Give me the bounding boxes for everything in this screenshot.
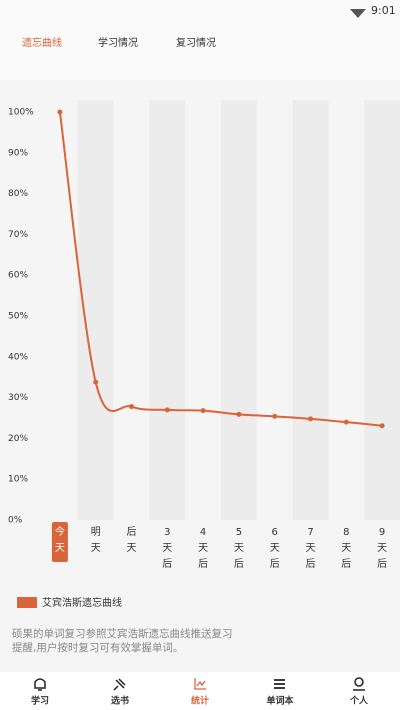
nav-icon bbox=[353, 677, 365, 691]
legend-swatch bbox=[17, 597, 37, 608]
point bbox=[164, 407, 170, 413]
nav-label[interactable]: 个人 bbox=[349, 695, 369, 707]
column-stripe bbox=[149, 100, 186, 520]
point bbox=[57, 109, 63, 115]
nav-label[interactable]: 单词本 bbox=[266, 695, 294, 707]
status-time: 9:01 bbox=[371, 4, 396, 17]
y-tick-label: 70% bbox=[8, 230, 28, 240]
y-tick-label: 40% bbox=[8, 352, 28, 362]
column-stripe bbox=[364, 100, 400, 520]
legend-label: 艾宾浩斯遗忘曲线 bbox=[42, 596, 122, 609]
y-tick-label: 100% bbox=[8, 108, 34, 118]
y-tick-label: 30% bbox=[8, 393, 28, 403]
nav-icon bbox=[113, 678, 126, 691]
nav-bg bbox=[0, 672, 400, 710]
y-tick-label: 60% bbox=[8, 271, 28, 281]
nav-icon bbox=[194, 678, 206, 690]
x-tick-label: 3 天后 bbox=[162, 527, 172, 570]
nav-icon bbox=[34, 678, 46, 691]
x-tick-label: 4 天后 bbox=[198, 527, 208, 570]
description-box: 硕果的单词复习参照艾宾浩斯遗忘曲线推送复习提醒,用户按时复习可有效掌握单词。 bbox=[12, 628, 233, 654]
x-tick-label: 后天 bbox=[127, 526, 137, 554]
point bbox=[308, 416, 313, 422]
point bbox=[129, 404, 134, 410]
x-tick-label: 明天 bbox=[91, 526, 101, 554]
y-tick-label: 20% bbox=[8, 434, 28, 444]
x-tick-label: 6 天后 bbox=[270, 527, 280, 570]
tab[interactable]: 复习情况 bbox=[176, 36, 216, 49]
x-tick-label: 5 天后 bbox=[234, 527, 244, 570]
point bbox=[343, 419, 349, 425]
tab[interactable]: 遗忘曲线 bbox=[22, 36, 62, 49]
point bbox=[93, 379, 99, 385]
x-tick-label: 9 天后 bbox=[377, 527, 387, 570]
today-highlight bbox=[51, 522, 68, 562]
point bbox=[200, 408, 206, 414]
nav-label[interactable]: 学习 bbox=[31, 695, 49, 707]
header-bg bbox=[0, 0, 400, 80]
x-tick-label: 今天 bbox=[55, 525, 65, 554]
y-tick-label: 80% bbox=[8, 189, 28, 199]
description: 硕果的单词复习参照艾宾浩斯遗忘曲线推送复习提醒,用户按时复习可有效掌握单词。 bbox=[12, 628, 233, 654]
point bbox=[272, 413, 278, 419]
nav-label[interactable]: 选书 bbox=[111, 695, 129, 707]
nav-icon bbox=[274, 679, 285, 689]
x-tick-label: 7 天后 bbox=[306, 527, 316, 570]
column-stripe bbox=[292, 100, 329, 520]
point bbox=[236, 411, 242, 417]
y-tick-label: 90% bbox=[8, 148, 28, 158]
x-tick-label: 8 天后 bbox=[341, 527, 351, 570]
tab[interactable]: 学习情况 bbox=[98, 36, 138, 49]
column-stripe bbox=[221, 100, 257, 520]
nav-label[interactable]: 统计 bbox=[191, 695, 209, 707]
point bbox=[379, 423, 385, 429]
y-tick-label: 0% bbox=[8, 516, 23, 526]
y-tick-label: 10% bbox=[8, 475, 28, 485]
y-tick-label: 50% bbox=[8, 312, 28, 322]
wifi-icon bbox=[350, 9, 366, 18]
